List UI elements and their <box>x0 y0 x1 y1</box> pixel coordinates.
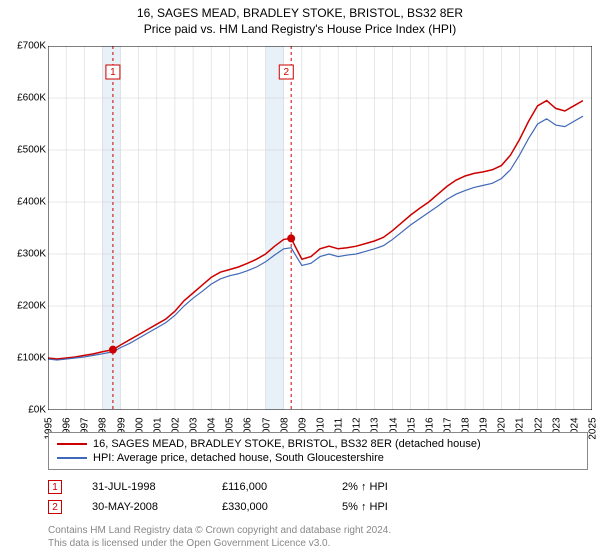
legend-label: 16, SAGES MEAD, BRADLEY STOKE, BRISTOL, … <box>93 438 481 450</box>
disclaimer-line-1: Contains HM Land Registry data © Crown c… <box>48 524 391 537</box>
marker-number-box: 1 <box>48 480 62 494</box>
y-tick-label: £300K <box>17 249 46 260</box>
svg-text:2: 2 <box>283 67 289 78</box>
marker-row: 1 31-JUL-1998 £116,000 2% ↑ HPI <box>48 480 388 494</box>
svg-text:1: 1 <box>110 67 116 78</box>
marker-price: £116,000 <box>222 481 312 493</box>
legend-line-swatch <box>57 457 87 459</box>
disclaimer: Contains HM Land Registry data © Crown c… <box>48 524 391 550</box>
title-line-1: 16, SAGES MEAD, BRADLEY STOKE, BRISTOL, … <box>0 6 600 20</box>
marker-date: 30-MAY-2008 <box>92 501 192 513</box>
y-tick-label: £500K <box>17 145 46 156</box>
marker-rows: 1 31-JUL-1998 £116,000 2% ↑ HPI 2 30-MAY-2008… <box>48 474 388 514</box>
marker-row: 2 30-MAY-2008 £330,000 5% ↑ HPI <box>48 500 388 514</box>
legend-label: HPI: Average price, detached house, Sout… <box>93 452 384 464</box>
y-tick-label: £600K <box>17 93 46 104</box>
disclaimer-line-2: This data is licensed under the Open Gov… <box>48 537 391 550</box>
legend-box: 16, SAGES MEAD, BRADLEY STOKE, BRISTOL, … <box>48 432 588 470</box>
legend-line-swatch <box>57 443 87 445</box>
y-tick-label: £100K <box>17 353 46 364</box>
y-tick-label: £200K <box>17 301 46 312</box>
x-tick-label: 2025 <box>588 417 599 439</box>
marker-number-box: 2 <box>48 500 62 514</box>
marker-date: 31-JUL-1998 <box>92 481 192 493</box>
marker-price: £330,000 <box>222 501 312 513</box>
marker-delta: 2% ↑ HPI <box>342 481 388 493</box>
chart-area: 12 £0K£100K£200K£300K£400K£500K£600K£700… <box>48 46 592 410</box>
legend-row: HPI: Average price, detached house, Sout… <box>57 451 579 465</box>
title-line-2: Price paid vs. HM Land Registry's House … <box>0 22 600 36</box>
y-tick-label: £700K <box>17 41 46 52</box>
chart-svg: 12 <box>48 46 592 410</box>
y-tick-label: £0K <box>28 405 46 416</box>
marker-delta: 5% ↑ HPI <box>342 501 388 513</box>
legend-row: 16, SAGES MEAD, BRADLEY STOKE, BRISTOL, … <box>57 437 579 451</box>
chart-title-block: 16, SAGES MEAD, BRADLEY STOKE, BRISTOL, … <box>0 0 600 38</box>
y-tick-label: £400K <box>17 197 46 208</box>
